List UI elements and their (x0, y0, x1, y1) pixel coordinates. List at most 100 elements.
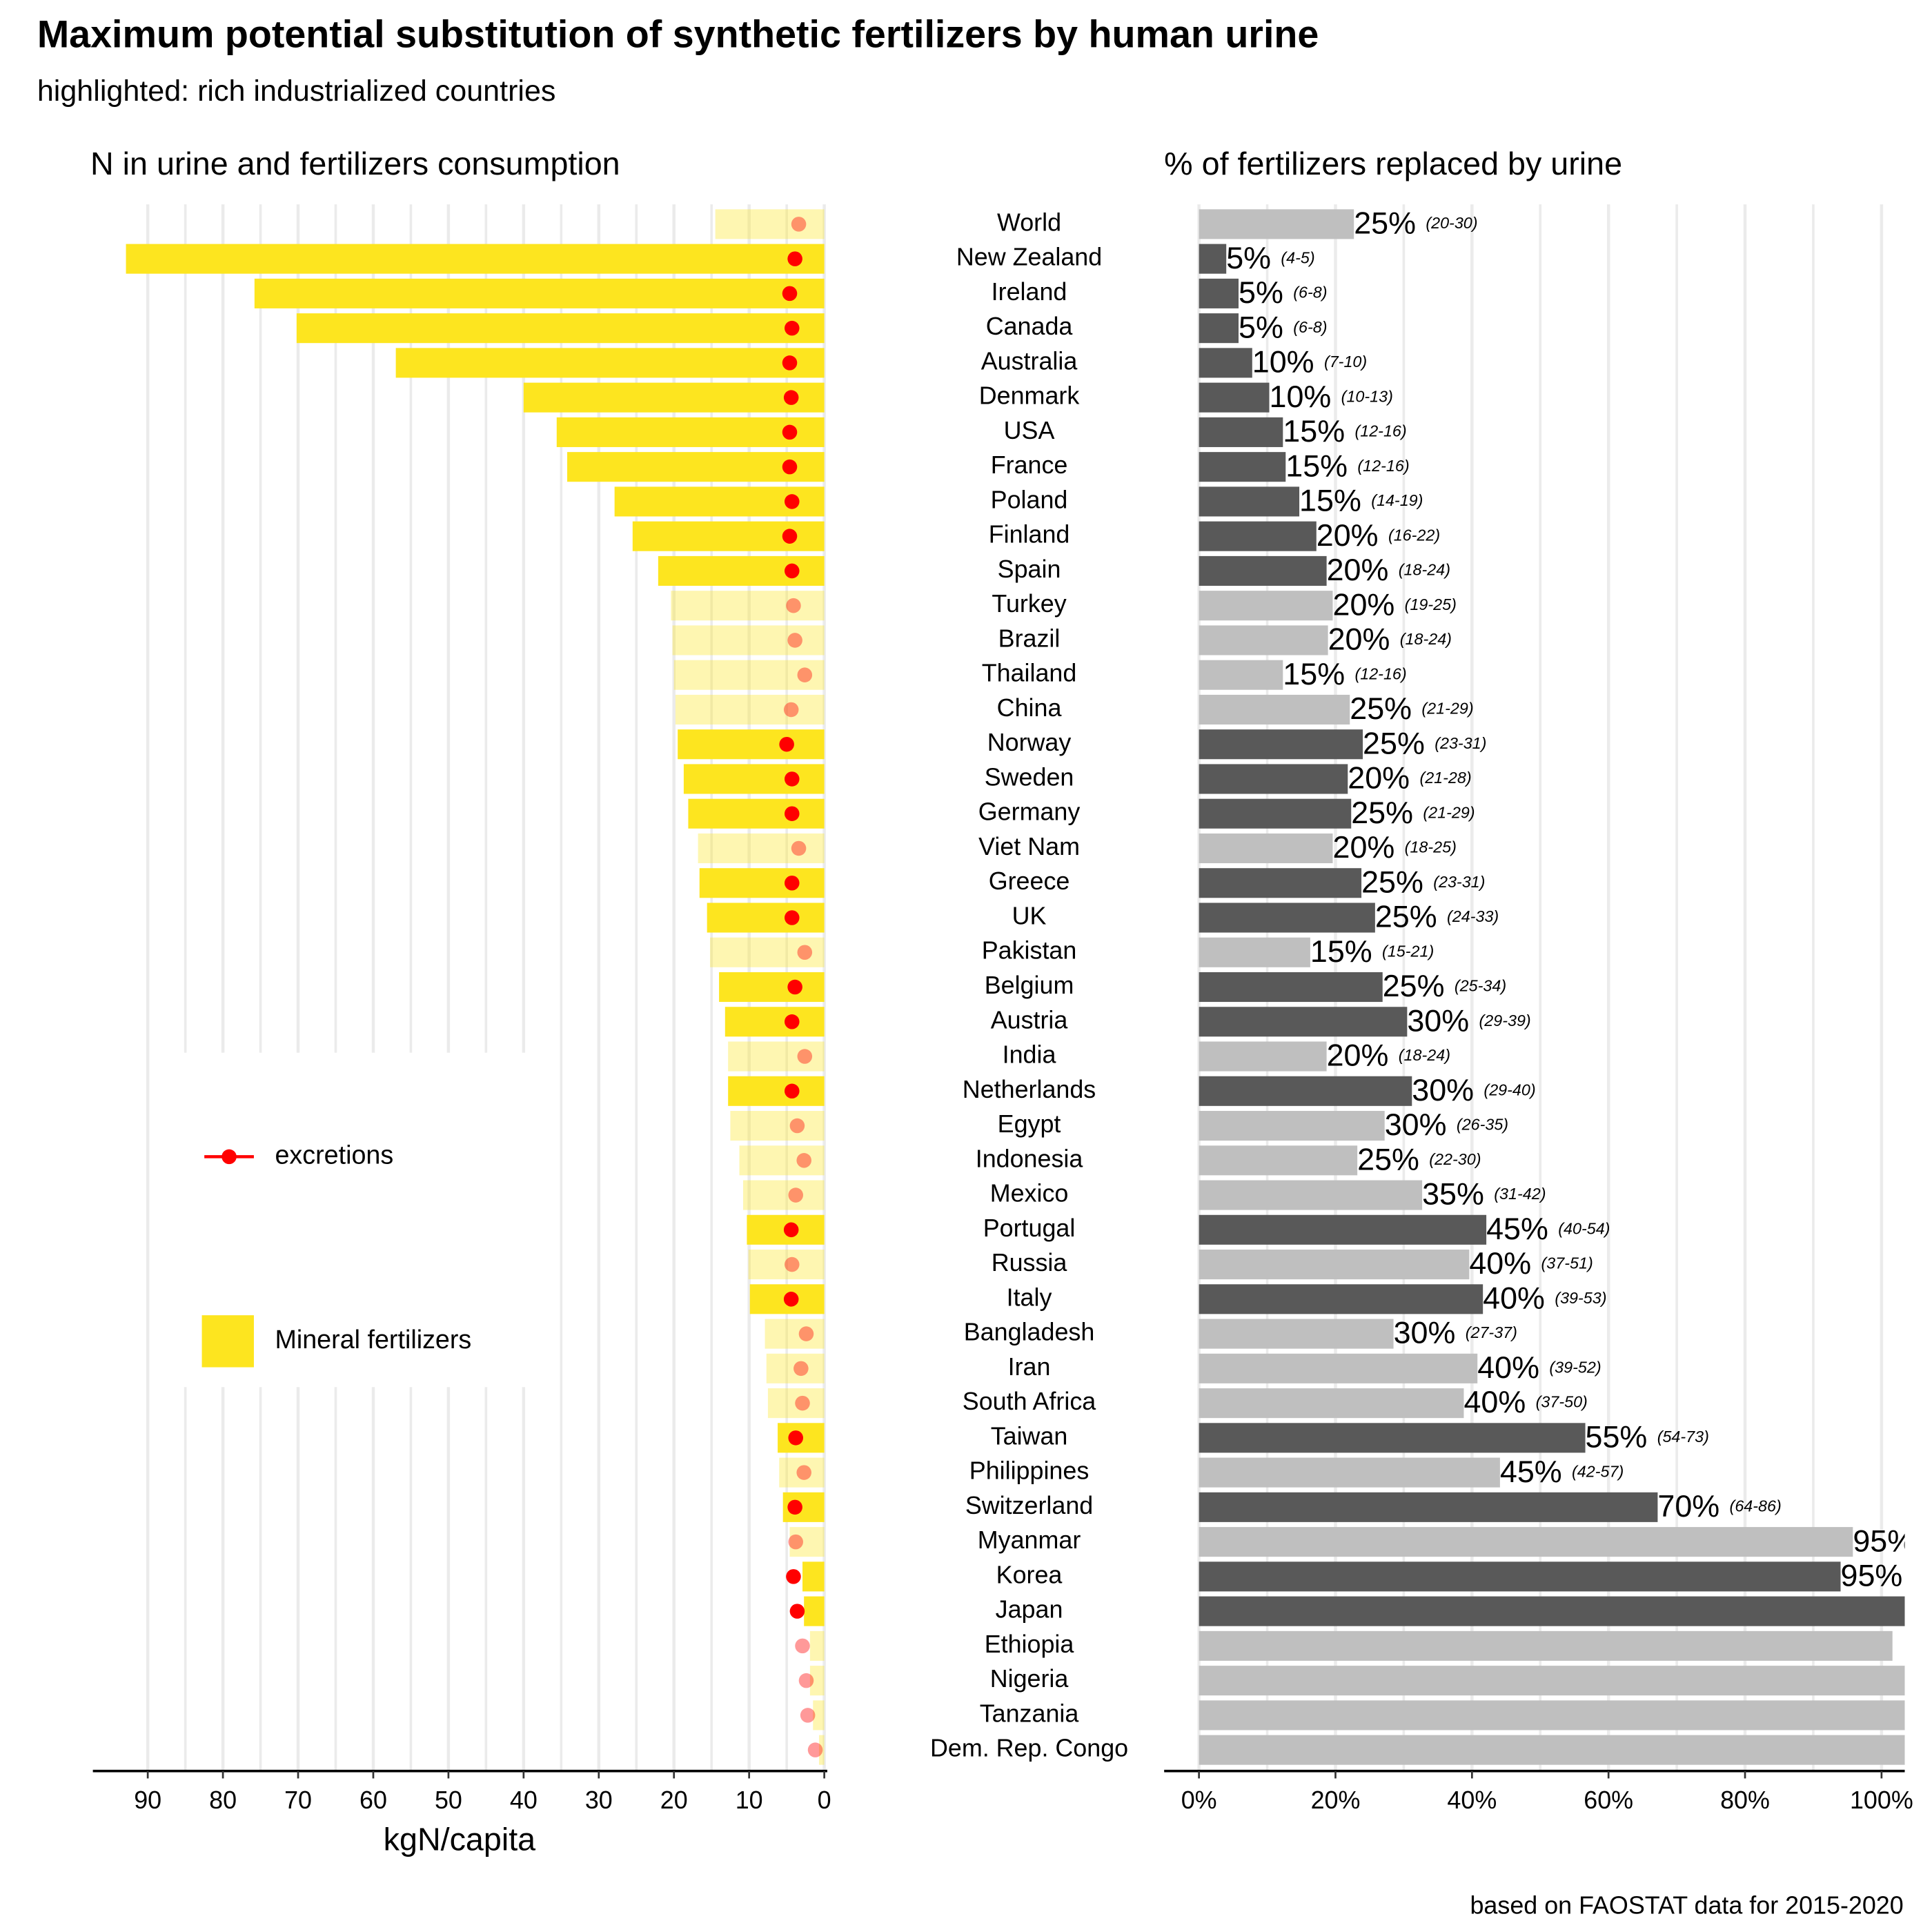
dot (782, 355, 798, 371)
dot (786, 598, 801, 613)
bar (1199, 1700, 1905, 1731)
range-label: (21-29) (1423, 803, 1475, 821)
dot (787, 1499, 802, 1515)
bar (523, 382, 825, 413)
bar (556, 417, 825, 447)
range-label: (37-50) (1536, 1393, 1588, 1411)
dot (788, 1187, 803, 1203)
category-label: Canada (986, 313, 1073, 340)
dot (797, 1049, 813, 1064)
x-tick-label: 50 (435, 1786, 462, 1814)
value-label: 25% (1363, 725, 1425, 760)
bar (1199, 521, 1317, 551)
x-axis-label: kgN/capita (384, 1821, 535, 1857)
dot (785, 494, 800, 509)
dot (788, 1534, 803, 1550)
dot (789, 1604, 805, 1619)
bar (1199, 1423, 1586, 1453)
bar (767, 1388, 825, 1419)
value-label: 30% (1394, 1315, 1456, 1350)
category-label: USA (1004, 417, 1055, 444)
bar (699, 868, 825, 898)
bar (675, 694, 825, 724)
value-label: 10% (1270, 379, 1332, 414)
value-label: 20% (1348, 760, 1410, 796)
bar (567, 452, 825, 482)
category-label: France (991, 451, 1068, 479)
left-panel: 90 80 70 60 50 40 30 20 10 0 (92, 204, 831, 1814)
panel-title: N in urine and fertilizers consumption (90, 146, 620, 181)
category-label: Sweden (985, 763, 1074, 791)
bar (1199, 1284, 1483, 1314)
dot (795, 1395, 810, 1411)
range-label: (37-51) (1541, 1254, 1593, 1272)
legend-label: excretions (275, 1140, 393, 1169)
bar (1199, 1666, 1905, 1696)
x-tick-label: 10 (736, 1786, 763, 1814)
bar (126, 244, 825, 274)
category-label: Poland (991, 486, 1068, 513)
value-label: 30% (1407, 1003, 1469, 1038)
x-tick-label: 40 (510, 1786, 538, 1814)
bar (688, 798, 825, 829)
range-label: (20-30) (1426, 214, 1477, 232)
bar (1199, 1527, 1853, 1557)
bar (1199, 313, 1239, 344)
category-label: World (997, 208, 1061, 236)
value-label: 35% (1422, 1176, 1484, 1212)
range-label: (14-19) (1371, 491, 1423, 509)
legend-swatch (221, 1149, 237, 1165)
dot (786, 1569, 801, 1584)
dot (796, 1465, 811, 1480)
value-label: 95% (1853, 1523, 1915, 1558)
panel-title: % of fertilizers replaced by urine (1164, 146, 1622, 181)
legend-swatch (201, 1315, 254, 1368)
value-label: 15% (1283, 413, 1345, 448)
value-label: 20% (1327, 1038, 1389, 1073)
dot (785, 1256, 800, 1272)
value-label: 5% (1239, 275, 1283, 310)
caption: based on FAOSTAT data for 2015-2020 (1470, 1892, 1903, 1920)
bar (739, 1145, 825, 1176)
legend: excretions Mineral fertilizers (179, 1052, 533, 1388)
value-label: 70% (1657, 1488, 1719, 1524)
bar (698, 833, 825, 864)
value-label: 20% (1317, 518, 1379, 553)
value-label: 20% (1328, 622, 1390, 657)
bar (1199, 625, 1328, 656)
right-panel: World New Zealand Ireland Canada Australia De… (930, 204, 1913, 1814)
x-tick-label: 60% (1584, 1786, 1633, 1814)
range-label: (23-31) (1433, 873, 1485, 891)
value-label: 25% (1350, 691, 1412, 726)
x-tick-label: 40% (1447, 1786, 1497, 1814)
range-label: (26-35) (1457, 1116, 1508, 1134)
category-label: Egypt (998, 1110, 1061, 1138)
dot (785, 1014, 800, 1029)
category-label: Netherlands (963, 1076, 1096, 1103)
range-label: (10-13) (1341, 387, 1393, 405)
bar (728, 1041, 825, 1072)
value-label: 10% (1252, 344, 1314, 379)
bar (1199, 729, 1363, 760)
dot (785, 771, 800, 787)
bar (818, 1735, 825, 1765)
dot (798, 1673, 814, 1688)
value-label: 15% (1299, 483, 1361, 518)
range-label: (19-25) (1405, 595, 1457, 613)
bar (1199, 382, 1270, 413)
dot (788, 1430, 803, 1446)
dot (783, 390, 799, 405)
dot (787, 251, 802, 266)
category-label: Nigeria (990, 1665, 1069, 1693)
bar (395, 348, 825, 378)
bar (804, 1596, 825, 1626)
range-label: (7-10) (1324, 353, 1367, 371)
category-label: Spain (998, 555, 1061, 583)
bar (1199, 833, 1333, 864)
bar (719, 972, 825, 1003)
bar (765, 1319, 825, 1349)
bar (254, 278, 825, 308)
range-label: (21-28) (1419, 769, 1471, 787)
